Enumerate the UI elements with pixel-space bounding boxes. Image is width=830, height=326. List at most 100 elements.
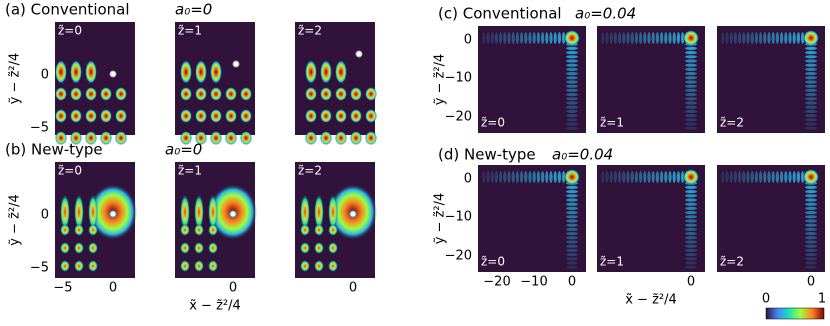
subplot-label: z̃=2 xyxy=(298,24,322,38)
stripe xyxy=(601,32,605,44)
blob xyxy=(195,87,207,101)
stripe xyxy=(528,171,532,183)
stripe xyxy=(805,232,817,236)
stripe xyxy=(792,32,796,44)
blob xyxy=(180,131,192,145)
blob xyxy=(60,224,70,236)
stripe xyxy=(685,253,697,257)
x-tick-label: 0 xyxy=(229,281,237,296)
stripe xyxy=(541,32,545,44)
stripe xyxy=(685,244,697,248)
y-tick-label: −10 xyxy=(445,210,472,225)
stripe xyxy=(566,118,578,122)
stripe xyxy=(622,171,626,183)
stripe xyxy=(643,32,647,44)
blob xyxy=(328,260,338,272)
stripe xyxy=(759,32,763,44)
blob xyxy=(194,242,204,254)
blob xyxy=(208,224,218,236)
blob xyxy=(210,109,222,123)
stripe xyxy=(566,265,578,269)
stripe xyxy=(685,46,697,51)
y-tick-label: −5 xyxy=(30,261,49,276)
stripe xyxy=(486,171,490,183)
stripe xyxy=(532,32,536,44)
stripe xyxy=(685,76,697,80)
stripe xyxy=(685,232,697,236)
stripe xyxy=(494,171,498,183)
stripe xyxy=(672,171,676,183)
stripe xyxy=(729,32,733,44)
x-tick-label: 0 xyxy=(807,275,815,290)
stripe xyxy=(685,80,697,84)
stripe xyxy=(660,171,664,183)
blob xyxy=(180,242,190,254)
blob xyxy=(74,242,84,254)
stripe xyxy=(672,32,676,44)
blob xyxy=(195,131,207,145)
stripe xyxy=(566,46,578,51)
subplot-label: z̃=0 xyxy=(58,164,82,178)
stripe xyxy=(566,206,578,210)
stripe xyxy=(482,171,486,183)
stripe xyxy=(566,80,578,84)
blob xyxy=(70,109,82,123)
stripe xyxy=(685,93,697,97)
stripe xyxy=(545,32,549,44)
stripe xyxy=(721,32,725,44)
stripe xyxy=(805,215,817,219)
blob xyxy=(335,87,347,101)
x-tick-label: −20 xyxy=(483,275,510,290)
stripe xyxy=(805,76,817,80)
stripe xyxy=(655,32,660,44)
blob xyxy=(55,131,67,145)
blob xyxy=(115,131,127,145)
y-tick-label: −20 xyxy=(445,110,472,125)
stripe xyxy=(651,32,655,44)
x-tick-label: 0 xyxy=(109,281,117,296)
panel-param: a₀=0.04 xyxy=(552,146,613,164)
blob xyxy=(314,260,324,272)
stripe xyxy=(780,32,784,44)
blob xyxy=(240,87,252,101)
stripe xyxy=(566,126,578,130)
blob xyxy=(60,260,70,272)
stripe xyxy=(566,67,578,71)
stripe xyxy=(805,185,817,189)
blob xyxy=(300,260,310,272)
blob xyxy=(683,169,699,185)
stripe xyxy=(566,194,578,198)
blob xyxy=(88,194,98,230)
y-tick-label: −5 xyxy=(30,121,49,136)
blob xyxy=(70,131,82,145)
stripe xyxy=(520,171,524,183)
stripe xyxy=(630,32,634,44)
stripe xyxy=(685,248,697,252)
stripe xyxy=(566,240,578,244)
stripe xyxy=(759,171,763,183)
stripe xyxy=(660,32,664,44)
stripe xyxy=(613,171,618,183)
stripe xyxy=(524,171,528,183)
stripe xyxy=(566,219,578,223)
stripe xyxy=(750,171,754,183)
panel-param: a₀=0 xyxy=(175,1,212,19)
stripe xyxy=(738,171,742,183)
stripe xyxy=(566,253,578,257)
subplot-label: z̃=0 xyxy=(58,24,82,38)
stripe xyxy=(685,114,697,118)
stripe xyxy=(541,171,545,183)
stripe xyxy=(805,248,817,252)
colorbar xyxy=(765,307,825,320)
blob xyxy=(55,60,67,84)
stripe xyxy=(626,171,630,183)
stripe xyxy=(685,265,697,269)
blob xyxy=(180,194,190,230)
blob xyxy=(115,87,127,101)
stripe xyxy=(725,32,729,44)
blob xyxy=(100,87,112,101)
blob xyxy=(365,131,377,145)
stripe xyxy=(685,215,697,219)
y-axis-label: ỹ − z̃²/4 xyxy=(8,53,23,105)
stripe xyxy=(566,232,578,236)
